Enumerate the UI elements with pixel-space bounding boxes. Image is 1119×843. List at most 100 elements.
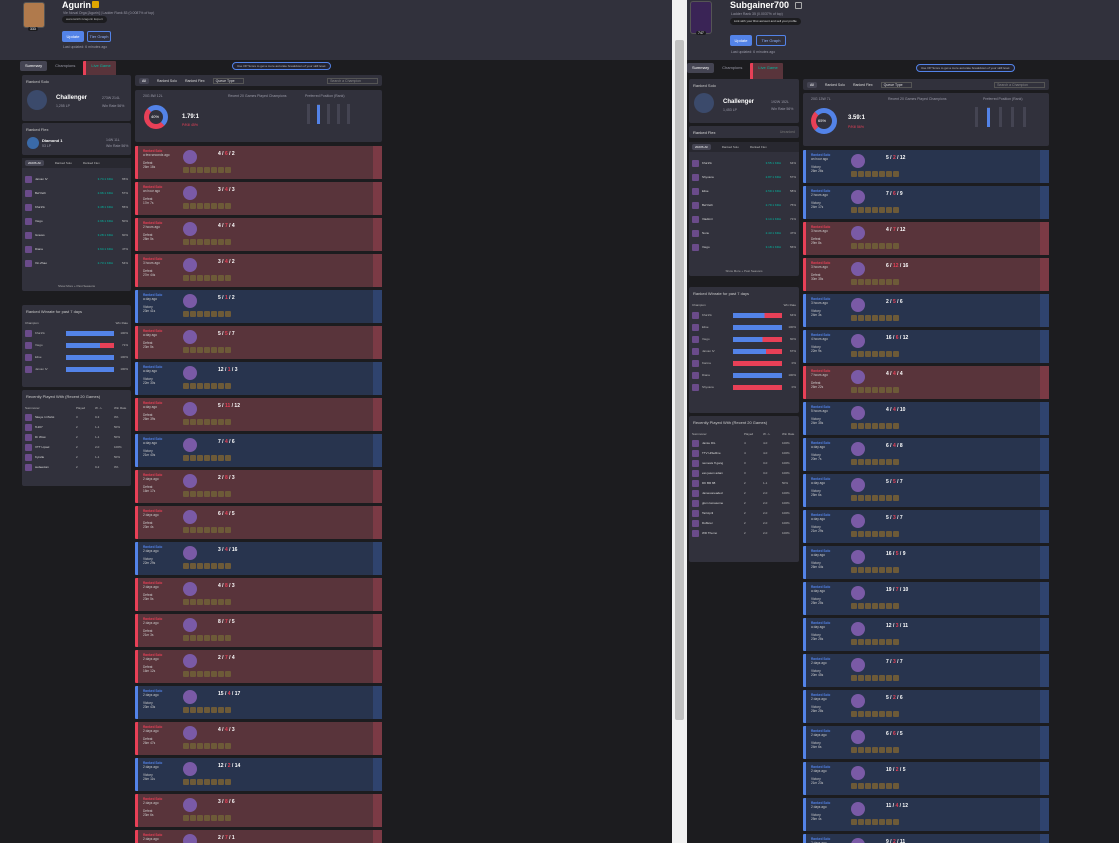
match-row[interactable]: Ranked Solo 2 days ago Defeat 24m 8s 2 / …: [135, 830, 382, 843]
profile-avatar-right[interactable]: [690, 1, 712, 34]
expand-chevron-icon[interactable]: [373, 614, 382, 647]
season-tab-all[interactable]: 2023S All: [25, 160, 44, 166]
player-name[interactable]: WD Themo: [702, 531, 718, 535]
match-row[interactable]: Ranked Solo 2 days ago Victory 24m 11s 12…: [135, 758, 382, 791]
recent-player-row[interactable]: WD Themo 2 2-0 100%: [689, 528, 799, 538]
season-champion-row[interactable]: Graves 3.28:1 KDA 60%: [22, 228, 131, 242]
op-score-tip[interactable]: Use OP Score to get a more accurate brea…: [232, 62, 332, 70]
match-row[interactable]: Ranked Solo 2 days ago Victory 26m 4s 9 /…: [803, 834, 1049, 843]
season-tab-solo[interactable]: Ranked Solo: [54, 161, 72, 165]
match-row[interactable]: Ranked Solo an hour ago Defeat 17m 7s 3 /…: [135, 182, 382, 215]
expand-chevron-icon[interactable]: [1040, 258, 1049, 291]
match-row[interactable]: Ranked Solo a day ago Victory 25m 25s 19 …: [803, 582, 1049, 615]
expand-chevron-icon[interactable]: [373, 218, 382, 251]
show-more-button[interactable]: Show More + Past Seasons: [57, 284, 96, 288]
expand-chevron-icon[interactable]: [1040, 582, 1049, 615]
expand-chevron-icon[interactable]: [1040, 438, 1049, 471]
match-row[interactable]: Ranked Solo 2 days ago Defeat 16m 17s 2 /…: [135, 470, 382, 503]
expand-chevron-icon[interactable]: [1040, 798, 1049, 831]
match-row[interactable]: Ranked Solo 2 hours ago Defeat 28m 5s 4 /…: [135, 218, 382, 251]
player-name[interactable]: Tail April: [702, 511, 714, 515]
match-row[interactable]: Ranked Solo 3 hours ago Defeat 30m 35s 6 …: [803, 258, 1049, 291]
riot-link[interactable]: Link with your Riot account and sell you…: [730, 18, 801, 25]
expand-chevron-icon[interactable]: [1040, 366, 1049, 399]
update-button[interactable]: Update: [62, 31, 84, 42]
filter-all[interactable]: All: [139, 77, 149, 84]
season-champion-row[interactable]: Elise 2.59:1 KDA 58%: [689, 184, 799, 198]
expand-chevron-icon[interactable]: [373, 758, 382, 791]
show-more-button-right[interactable]: Show More + Past Seasons: [725, 269, 763, 273]
op-score-tip-right[interactable]: Use OP Score to get a more accurate brea…: [916, 64, 1016, 72]
season-champion-row[interactable]: Kha'Zix 3.48:1 KDA 55%: [22, 200, 131, 214]
player-name[interactable]: Skeye 1nTwist: [35, 415, 55, 419]
season-champion-row[interactable]: Bel'Veth 2.79:1 KDA 75%: [689, 198, 799, 212]
tier-graph-button[interactable]: Tier Graph: [87, 31, 111, 42]
expand-chevron-icon[interactable]: [373, 326, 382, 359]
update-button-right[interactable]: Update: [730, 35, 752, 46]
recent-player-row[interactable]: ff-207 2 1-1 50%: [22, 422, 131, 432]
match-row[interactable]: Ranked Solo a day ago Defeat 26m 39s 5 / …: [135, 398, 382, 431]
recent-player-row[interactable]: sudeevian 2 0-2 0%: [22, 462, 131, 472]
season-champion-row[interactable]: Vladimir 3.14:1 KDA 71%: [689, 212, 799, 226]
profile-avatar[interactable]: [23, 2, 45, 28]
match-row[interactable]: Ranked Solo 2 days ago Victory 22m 29s 3 …: [135, 542, 382, 575]
expand-chevron-icon[interactable]: [373, 542, 382, 575]
expand-chevron-icon[interactable]: [1040, 474, 1049, 507]
filter-ranked-flex[interactable]: Ranked Flex: [184, 78, 205, 83]
match-row[interactable]: Ranked Solo a day ago Victory 23m 41s 5 /…: [135, 290, 382, 323]
match-row[interactable]: Ranked Solo a few seconds ago Defeat 26m…: [135, 146, 382, 179]
filter-ranked-solo[interactable]: Ranked Solo: [156, 78, 177, 83]
expand-chevron-icon[interactable]: [373, 830, 382, 843]
season-champion-row[interactable]: Viego 3.18:1 KDA 56%: [689, 240, 799, 254]
expand-chevron-icon[interactable]: [1040, 546, 1049, 579]
match-row[interactable]: Ranked Solo a day ago Victory 22m 30s 12 …: [135, 362, 382, 395]
player-name[interactable]: Jamesoneaded: [702, 491, 723, 495]
season-champion-row[interactable]: Diana 3.64:1 KDA 47%: [22, 242, 131, 256]
expand-chevron-icon[interactable]: [1040, 186, 1049, 219]
expand-chevron-icon[interactable]: [373, 722, 382, 755]
player-name[interactable]: VTT Lipsel: [35, 445, 50, 449]
player-name[interactable]: ff-207: [35, 425, 43, 429]
match-row[interactable]: Ranked Solo a day ago Victory 25m 6s 5 / …: [803, 474, 1049, 507]
recent-player-row[interactable]: Skeye 1nTwist 3 0-3 0%: [22, 412, 131, 422]
queue-type-select[interactable]: Queue Type: [212, 77, 244, 84]
tab-summary[interactable]: Summary: [20, 61, 48, 71]
tier-graph-button-right[interactable]: Tier Graph: [756, 35, 786, 46]
match-row[interactable]: Ranked Solo a day ago Victory 20m 7s 6 / …: [803, 438, 1049, 471]
recent-player-row[interactable]: ess jason adam 3 3-0 100%: [689, 468, 799, 478]
expand-chevron-icon[interactable]: [1040, 294, 1049, 327]
recent-player-row[interactable]: Dufferer 2 2-0 100%: [689, 518, 799, 528]
match-row[interactable]: Ranked Solo an hour ago Victory 26m 26s 5…: [803, 150, 1049, 183]
recent-player-row[interactable]: Kyrelle 2 1-1 50%: [22, 452, 131, 462]
expand-chevron-icon[interactable]: [373, 254, 382, 287]
expand-chevron-icon[interactable]: [373, 146, 382, 179]
expand-chevron-icon[interactable]: [373, 362, 382, 395]
recent-player-row[interactable]: glum lomasome 2 2-0 100%: [689, 498, 799, 508]
season-tab-all-right[interactable]: 2023S All: [692, 144, 711, 150]
season-champion-row[interactable]: Bel'Veth 2.96:1 KDA 57%: [22, 186, 131, 200]
expand-chevron-icon[interactable]: [1040, 654, 1049, 687]
expand-chevron-icon[interactable]: [1040, 150, 1049, 183]
match-row[interactable]: Ranked Solo 3 hours ago Defeat 29m 8s 4 /…: [803, 222, 1049, 255]
player-name[interactable]: TTV HiSelfme: [702, 451, 721, 455]
match-row[interactable]: Ranked Solo a day ago Victory 23m 26s 12 …: [803, 618, 1049, 651]
recent-player-row[interactable]: nemesis ff gang 3 3-0 100%: [689, 458, 799, 468]
recent-player-row[interactable]: Tail April 2 2-0 100%: [689, 508, 799, 518]
match-row[interactable]: Ranked Solo a day ago Victory 21m 29s 5 /…: [803, 510, 1049, 543]
scrollbar-thumb[interactable]: [675, 40, 684, 720]
season-champion-row[interactable]: Viego 2.96:1 KDA 50%: [22, 214, 131, 228]
season-champion-row[interactable]: Kha'Zix 3.55:1 KDA 64%: [689, 156, 799, 170]
match-row[interactable]: Ranked Solo 4 hours ago Victory 22m 9s 16…: [803, 330, 1049, 363]
player-name[interactable]: Jamie IDL: [702, 441, 716, 445]
expand-chevron-icon[interactable]: [373, 398, 382, 431]
match-row[interactable]: Ranked Solo 2 days ago Victory 25m 4s 11 …: [803, 798, 1049, 831]
match-row[interactable]: Ranked Solo a day ago Victory 21m 40s 7 /…: [135, 434, 382, 467]
recent-player-row[interactable]: Dr Wow 2 1-1 50%: [22, 432, 131, 442]
player-name[interactable]: Dr Wow: [35, 435, 46, 439]
recent-player-row[interactable]: Jamesoneaded 2 2-0 100%: [689, 488, 799, 498]
match-row[interactable]: Ranked Solo 2 hours ago Victory 24m 17s 7…: [803, 186, 1049, 219]
favorite-star-icon[interactable]: [92, 1, 99, 8]
champion-search-input-right[interactable]: Search a Champion: [994, 81, 1045, 88]
expand-chevron-icon[interactable]: [1040, 726, 1049, 759]
expand-chevron-icon[interactable]: [373, 470, 382, 503]
